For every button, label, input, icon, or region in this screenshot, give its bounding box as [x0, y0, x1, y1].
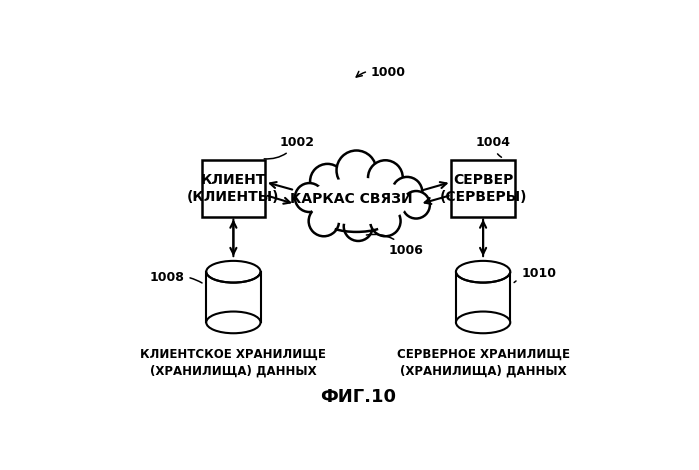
- Text: ФИГ.10: ФИГ.10: [320, 388, 396, 406]
- Text: 1010: 1010: [514, 267, 556, 282]
- Ellipse shape: [403, 191, 430, 219]
- Ellipse shape: [309, 206, 339, 236]
- FancyBboxPatch shape: [452, 160, 514, 217]
- Text: 1004: 1004: [476, 136, 511, 157]
- Text: 1008: 1008: [150, 271, 202, 284]
- Polygon shape: [456, 272, 510, 322]
- Text: СЕРВЕР
(СЕРВЕРЫ): СЕРВЕР (СЕРВЕРЫ): [440, 173, 527, 204]
- Ellipse shape: [456, 312, 510, 333]
- Text: КАРКАС СВЯЗИ: КАРКАС СВЯЗИ: [289, 192, 412, 206]
- Ellipse shape: [295, 183, 324, 212]
- Ellipse shape: [308, 178, 409, 225]
- Text: 1006: 1006: [366, 235, 424, 257]
- Polygon shape: [206, 272, 261, 322]
- Ellipse shape: [456, 261, 510, 282]
- FancyBboxPatch shape: [202, 160, 265, 217]
- Text: 1002: 1002: [264, 136, 315, 159]
- Text: КЛИЕНТСКОЕ ХРАНИЛИЩЕ
(ХРАНИЛИЩА) ДАННЫХ: КЛИЕНТСКОЕ ХРАНИЛИЩЕ (ХРАНИЛИЩА) ДАННЫХ: [140, 348, 326, 378]
- Ellipse shape: [304, 172, 412, 230]
- Ellipse shape: [206, 261, 261, 282]
- Text: КЛИЕНТ
(КЛИЕНТЫ): КЛИЕНТ (КЛИЕНТЫ): [187, 173, 280, 204]
- Ellipse shape: [206, 312, 261, 333]
- Text: СЕРВЕРНОЕ ХРАНИЛИЩЕ
(ХРАНИЛИЩА) ДАННЫХ: СЕРВЕРНОЕ ХРАНИЛИЩЕ (ХРАНИЛИЩА) ДАННЫХ: [396, 348, 570, 378]
- Ellipse shape: [392, 177, 422, 207]
- Text: 1000: 1000: [356, 66, 406, 79]
- Ellipse shape: [344, 212, 373, 241]
- Ellipse shape: [368, 160, 403, 195]
- Ellipse shape: [310, 164, 345, 199]
- Ellipse shape: [336, 150, 376, 190]
- Ellipse shape: [370, 206, 401, 236]
